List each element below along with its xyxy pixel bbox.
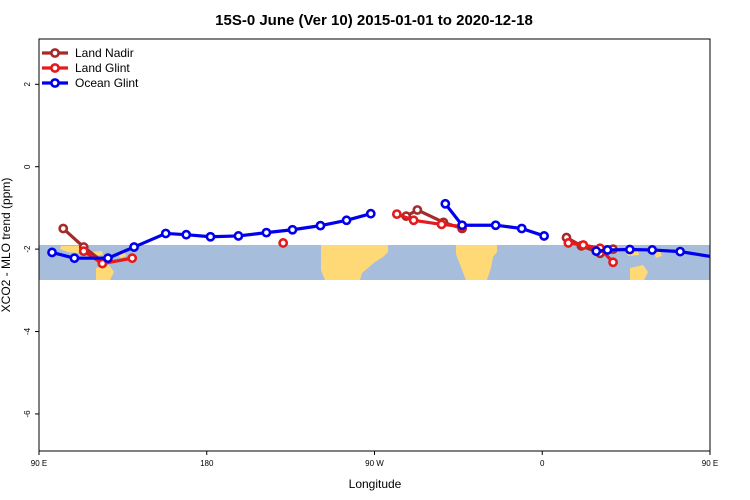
x-tick-label: 90 W xyxy=(365,459,384,468)
ocean-glint-point xyxy=(205,231,216,242)
ocean-glint-point xyxy=(591,246,602,257)
land-glint-point xyxy=(278,238,289,248)
land-nadir-point xyxy=(731,225,738,232)
land-nadir-line xyxy=(734,229,750,262)
ocean-glint-point xyxy=(103,253,113,264)
ocean-glint-point xyxy=(160,228,171,239)
ocean-glint-point xyxy=(365,208,376,219)
ocean-glint-point xyxy=(516,223,527,234)
land-africa xyxy=(456,245,497,280)
land-glint-point xyxy=(97,258,108,269)
land-glint-point xyxy=(563,238,574,248)
ocean-glint-point xyxy=(47,247,57,258)
y-axis: 2 0 -2 -4 -6 xyxy=(23,82,39,418)
series-layer xyxy=(47,198,750,269)
legend-item-ocean-glint: Ocean Glint xyxy=(42,76,139,90)
legend-item-land-nadir: Land Nadir xyxy=(42,46,134,60)
ocean-glint-point xyxy=(233,231,244,241)
legend-marker xyxy=(50,78,60,88)
legend-marker xyxy=(50,63,60,73)
y-tick-label: 0 xyxy=(23,164,32,169)
ocean-glint-point xyxy=(287,224,298,235)
ocean-glint-point xyxy=(69,253,80,264)
land-glint-line xyxy=(568,241,615,264)
land-glint-point xyxy=(578,240,589,250)
land-glint-point xyxy=(127,253,138,264)
ocean-glint-point xyxy=(315,220,326,231)
land-glint-point xyxy=(391,209,402,219)
y-axis-label: XCO2 - MLO trend (ppm) xyxy=(0,178,13,313)
chart-title: 15S-0 June (Ver 10) 2015-01-01 to 2020-1… xyxy=(215,12,533,29)
land-nadir-point xyxy=(412,205,423,215)
x-axis: 90 E 180 90 W 0 90 E xyxy=(31,451,718,468)
land-australia-east xyxy=(630,265,648,280)
legend-label: Ocean Glint xyxy=(75,76,139,90)
ocean-glint-point xyxy=(718,255,725,262)
y-tick-label: -4 xyxy=(23,327,32,335)
ocean-glint-line xyxy=(596,247,710,259)
land-glint-point xyxy=(436,219,447,230)
ocean-glint-point xyxy=(490,220,501,231)
ocean-glint-point xyxy=(539,231,550,241)
land-islands-west xyxy=(60,246,126,258)
y-tick-label: 2 xyxy=(23,82,32,87)
land-australia-west xyxy=(96,265,114,280)
ocean-glint-point xyxy=(129,242,139,252)
land-glint-line xyxy=(396,212,463,229)
legend-label: Land Nadir xyxy=(75,46,134,60)
ocean-glint-point xyxy=(181,229,192,240)
x-tick-label: 0 xyxy=(540,459,545,468)
x-tick-label: 90 E xyxy=(31,459,47,468)
y-tick-label: -2 xyxy=(23,245,32,253)
ocean-glint-point xyxy=(341,215,352,226)
x-tick-label: 90 E xyxy=(702,459,718,468)
x-axis-label: Longitude xyxy=(349,477,402,491)
x-tick-label: 180 xyxy=(200,459,214,468)
land-glint-point xyxy=(78,246,89,257)
land-glint-point xyxy=(608,257,618,268)
ocean-glint-point xyxy=(624,244,635,255)
ocean-glint-point xyxy=(457,220,468,231)
land-south-america xyxy=(321,245,388,280)
ocean-glint-point xyxy=(602,245,613,255)
land-nadir-point xyxy=(58,223,69,234)
ocean-glint-point xyxy=(647,245,658,255)
series-ocean-glint xyxy=(47,198,725,264)
y-tick-label: -6 xyxy=(23,410,32,418)
legend-label: Land Glint xyxy=(75,61,130,75)
legend-item-land-glint: Land Glint xyxy=(42,61,130,75)
legend-marker xyxy=(50,48,60,58)
ocean-glint-point xyxy=(261,227,272,238)
ocean-glint-point xyxy=(675,246,686,257)
ocean-glint-point xyxy=(440,198,451,209)
land-glint-point xyxy=(408,215,419,226)
